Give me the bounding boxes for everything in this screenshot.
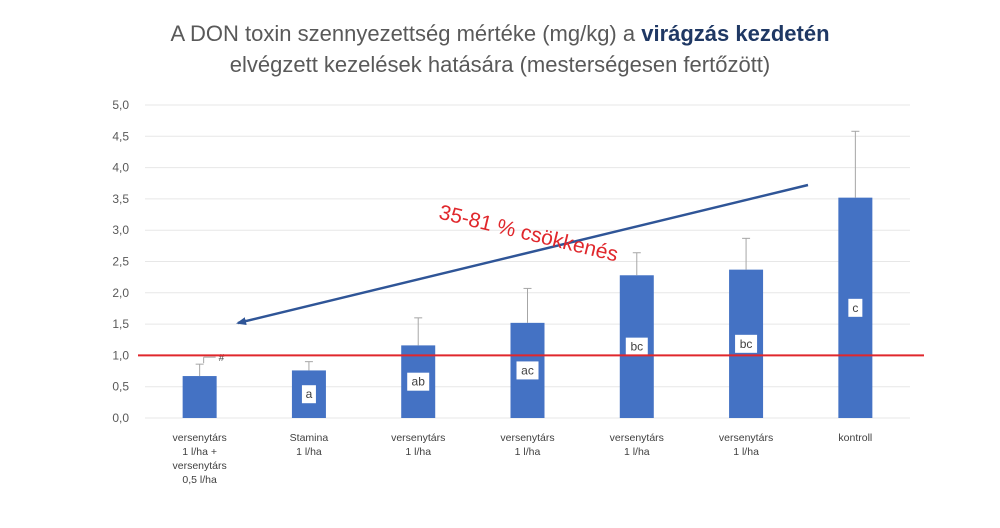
significance-letter: bc <box>740 337 753 351</box>
x-tick-label: versenytárs <box>500 432 554 444</box>
chart-title-line1-bold: virágzás kezdetén <box>641 21 830 46</box>
y-tick-label: 0,5 <box>112 380 129 394</box>
y-tick-label: 5,0 <box>112 98 129 112</box>
x-tick-label: versenytárs <box>719 432 773 444</box>
y-tick-label: 3,0 <box>112 223 129 237</box>
y-tick-label: 1,0 <box>112 348 129 362</box>
y-tick-label: 4,0 <box>112 161 129 175</box>
chart-title-line2: elvégzett kezelések hatására (mestersége… <box>229 52 771 77</box>
significance-letter: a <box>306 387 313 401</box>
x-tick-label: 1 l/ha <box>296 446 322 458</box>
y-tick-label: 2,0 <box>112 286 129 300</box>
significance-letter: ac <box>521 363 534 377</box>
x-tick-label: 1 l/ha + <box>182 446 217 458</box>
x-tick-label: versenytárs <box>610 432 664 444</box>
x-tick-label: Stamina <box>290 432 329 444</box>
significance-box <box>848 298 863 317</box>
chart-title-line1-plain: A DON toxin szennyezettség mértéke (mg/k… <box>170 21 642 46</box>
significance-box <box>301 385 316 404</box>
x-tick-label: 0,5 l/ha <box>182 474 217 486</box>
x-tick-label: versenytárs <box>173 432 227 444</box>
significance-box <box>735 334 758 353</box>
y-tick-label: 1,5 <box>112 317 129 331</box>
reduction-annotation: 35-81 % csökkenés <box>437 201 621 266</box>
significance-letter: ab <box>412 375 426 389</box>
significance-box <box>407 372 430 391</box>
y-tick-label: 2,5 <box>112 255 129 269</box>
significance-letter: bc <box>630 340 643 354</box>
x-tick-label: 1 l/ha <box>733 446 759 458</box>
significance-letter: c <box>852 301 858 315</box>
significance-box <box>516 361 539 380</box>
y-tick-label: 0,0 <box>112 411 129 425</box>
chart-title: A DON toxin szennyezettség mértéke (mg/k… <box>0 18 1000 80</box>
x-tick-label: 1 l/ha <box>405 446 431 458</box>
x-tick-label: kontroll <box>838 432 872 444</box>
y-tick-label: 3,5 <box>112 192 129 206</box>
bar <box>182 376 217 418</box>
x-tick-label: 1 l/ha <box>624 446 650 458</box>
x-tick-label: versenytárs <box>391 432 445 444</box>
significance-box <box>625 337 648 356</box>
x-tick-label: 1 l/ha <box>515 446 541 458</box>
y-tick-label: 4,5 <box>112 129 129 143</box>
note-marker: # <box>219 353 225 364</box>
reduction-arrow <box>236 183 809 326</box>
x-tick-label: versenytárs <box>173 460 227 472</box>
